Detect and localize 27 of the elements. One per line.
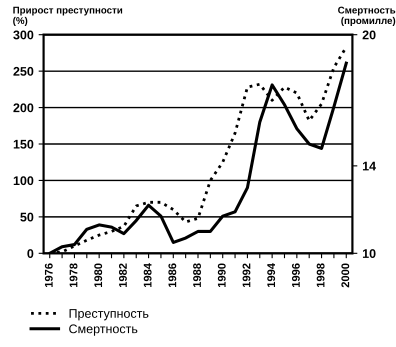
y-tick-label: 150: [14, 140, 34, 149]
x-tick-label: 1994: [267, 263, 276, 288]
x-tick-label: 2000: [341, 263, 350, 288]
x-tick-label: 1996: [292, 263, 300, 288]
y-tick-label: 100: [14, 176, 34, 186]
x-tick-label: 1984: [144, 263, 152, 288]
legend-label: Смертность: [69, 324, 138, 336]
x-tick-label: 1978: [70, 263, 78, 288]
y-tick-label: 300: [13, 30, 34, 40]
x-tick-label: 1992: [242, 263, 250, 288]
y2-axis-title: Смертность (промилле): [338, 6, 396, 26]
y2-tick-label: 14: [362, 162, 376, 170]
y-tick-label: 200: [13, 103, 34, 112]
y-tick-label: 50: [20, 212, 34, 222]
y-axis-title: Прирост преступности (%): [13, 6, 122, 26]
x-tick-label: 1982: [118, 263, 127, 288]
x-tick-label: 1998: [316, 263, 325, 288]
y-tick-label: 250: [13, 66, 34, 76]
x-tick-label: 1988: [193, 263, 201, 288]
y2-tick-label: 20: [362, 30, 376, 40]
x-tick-label: 1990: [218, 263, 226, 288]
x-tick-label: 1976: [44, 263, 53, 288]
x-tick-label: 1980: [94, 263, 102, 288]
legend-label: Преступность: [70, 309, 148, 320]
y-tick-label: 0: [27, 249, 34, 258]
y2-tick-label: 10: [362, 249, 376, 258]
x-tick-label: 1986: [168, 263, 176, 288]
